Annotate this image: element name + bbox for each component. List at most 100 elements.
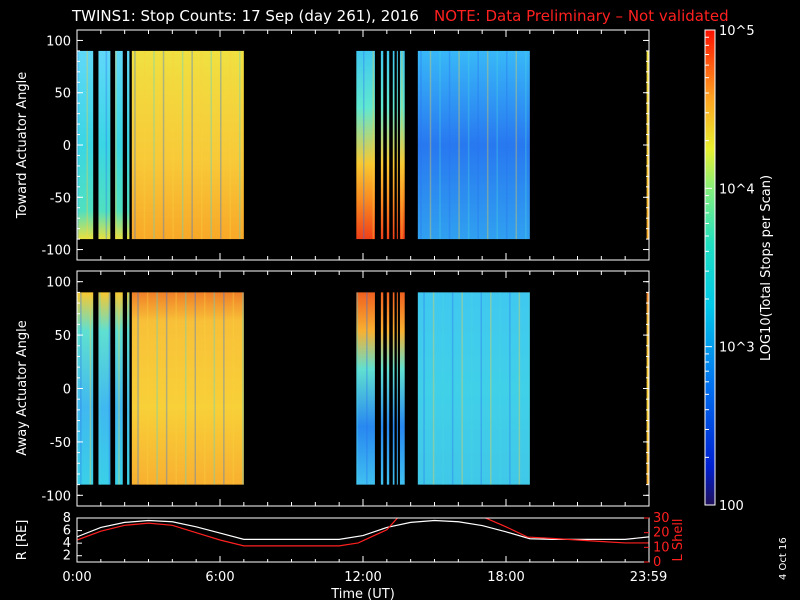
time-tick-label: 6:00 [205, 570, 234, 585]
heatmap-streak [420, 50, 422, 240]
heatmap-streak [210, 50, 212, 240]
heatmap-streak [470, 292, 473, 485]
heatmap-streak [204, 292, 206, 485]
ytick-label: 0 [63, 139, 71, 154]
ytick-label: 0 [63, 383, 71, 398]
heatmap-streak [127, 292, 130, 485]
heatmap-streak [451, 292, 454, 485]
heatmap-streak [467, 50, 470, 240]
heatmap-streak [496, 50, 498, 240]
heatmap-streak [448, 50, 451, 240]
toward-heatmap [77, 50, 649, 240]
heatmap-streak [165, 292, 168, 485]
heatmap-streak [429, 50, 432, 240]
heatmap-block [131, 50, 244, 240]
ytick-label: -50 [50, 436, 71, 451]
heatmap-streak [99, 292, 101, 485]
heatmap-streak [461, 292, 463, 485]
orbit-ytick-label: 2 [63, 549, 71, 564]
heatmap-streak [518, 292, 521, 485]
heatmap-streak [162, 50, 165, 240]
heatmap-streak [509, 292, 511, 485]
heatmap-block [115, 292, 123, 485]
colorbar-tick-label: 10^4 [719, 182, 755, 197]
heatmap-streak [184, 292, 187, 485]
heatmap-streak [200, 50, 203, 240]
orbit-ytick-label: 6 [63, 524, 71, 539]
away-heatmap [77, 292, 649, 485]
heatmap-streak [239, 50, 241, 240]
colorbar-tick-label: 100 [719, 499, 744, 514]
time-xlabel: Time (UT) [330, 587, 395, 600]
heatmap-block [392, 50, 395, 240]
orbit-rtick-label: 10 [653, 540, 670, 555]
heatmap-streak [89, 292, 92, 485]
heatmap-streak [423, 292, 425, 485]
colorbar-tick-label: 10^3 [719, 341, 755, 356]
heatmap-block [417, 292, 530, 485]
heatmap-streak [172, 50, 174, 240]
heatmap-streak [442, 292, 444, 485]
heatmap-streak [242, 292, 244, 485]
orbit-right-ylabel: L Shell [671, 518, 686, 561]
time-tick-label: 23:59 [630, 570, 667, 585]
heatmap-streak [477, 50, 479, 240]
heatmap-block [131, 292, 244, 485]
time-tick-label: 0:00 [62, 570, 91, 585]
orbit-lines [77, 518, 649, 547]
heatmap-streak [153, 50, 155, 240]
colorbar [704, 29, 716, 506]
heatmap-streak [366, 292, 368, 485]
orbit-ytick-label: 4 [63, 536, 71, 551]
colorbar-label: LOG10(Total Stops per Scan) [759, 175, 774, 361]
heatmap-block [386, 50, 390, 240]
heatmap-block [77, 292, 94, 485]
heatmap-block [115, 50, 123, 240]
heatmap-streak [506, 50, 508, 240]
r-re-line [77, 519, 649, 540]
heatmap-block [380, 50, 384, 240]
ytick-label: 100 [46, 276, 71, 291]
ytick-label: 50 [54, 329, 71, 344]
heatmap-block [98, 292, 111, 485]
ytick-label: -100 [41, 489, 71, 504]
heatmap-streak [223, 292, 225, 485]
heatmap-streak [146, 292, 149, 485]
heatmap-block [417, 50, 530, 240]
heatmap-streak [220, 50, 222, 240]
heatmap-streak [181, 50, 184, 240]
orbit-rtick-label: 0 [653, 555, 661, 570]
heatmap-streak [458, 50, 460, 240]
orbit-rtick-label: 20 [653, 526, 670, 541]
heatmap-streak [229, 50, 232, 240]
heatmap-streak [363, 50, 365, 240]
heatmap-streak [105, 50, 108, 240]
heatmap-block [399, 50, 405, 240]
ytick-label: -100 [41, 244, 71, 259]
heatmap-block [380, 292, 384, 485]
heatmap-streak [499, 292, 502, 485]
heatmap-streak [528, 292, 530, 485]
heatmap-streak [86, 50, 89, 240]
ytick-label: -50 [50, 191, 71, 206]
heatmap-streak [191, 50, 193, 240]
heatmap-streak [118, 292, 120, 485]
heatmap-block [386, 292, 390, 485]
heatmap-streak [401, 50, 403, 240]
heatmap-streak [439, 50, 441, 240]
heatmap-streak [137, 292, 139, 485]
heatmap-streak [134, 50, 136, 240]
heatmap-block [396, 292, 398, 485]
orbit-left-ylabel: R [RE] [15, 520, 30, 561]
heatmap-streak [156, 292, 158, 485]
orbit-ytick-label: 8 [63, 511, 71, 526]
heatmap-streak [432, 292, 435, 485]
heatmap-streak [232, 292, 235, 485]
heatmap-streak [372, 50, 375, 240]
away-ylabel: Away Actuator Angle [15, 320, 30, 455]
heatmap-streak [108, 292, 111, 485]
heatmap-block [399, 292, 405, 485]
heatmap-streak [175, 292, 177, 485]
heatmap-streak [115, 50, 117, 240]
